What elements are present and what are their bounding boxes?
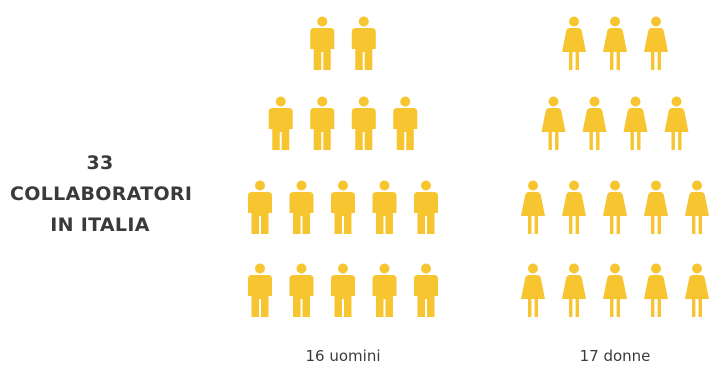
man-icon	[351, 16, 376, 70]
man-icon	[248, 263, 272, 317]
man-icon	[351, 96, 376, 150]
man-icon	[310, 16, 335, 70]
woman-icon	[521, 263, 545, 317]
woman-icon	[685, 263, 709, 317]
woman-icon	[603, 263, 627, 317]
man-icon	[268, 96, 293, 150]
woman-icon	[664, 96, 689, 150]
total-count: 33	[86, 152, 114, 174]
woman-icon	[562, 263, 586, 317]
total-line-collaboratori: COLLABORATORI	[10, 183, 193, 205]
woman-icon	[603, 16, 627, 70]
man-icon	[414, 263, 438, 317]
man-icon	[372, 180, 397, 234]
man-icon	[310, 96, 335, 150]
woman-icon	[541, 96, 566, 150]
total-line-italia: IN ITALIA	[50, 214, 150, 236]
men-caption: 16 uomini	[305, 347, 381, 365]
man-icon	[331, 263, 355, 317]
women-caption: 17 donne	[579, 347, 651, 365]
women-pictogram	[521, 16, 709, 317]
men-pictogram	[248, 16, 438, 317]
man-icon	[331, 180, 355, 234]
woman-icon	[521, 180, 545, 234]
man-icon	[248, 180, 272, 234]
man-icon	[414, 180, 438, 234]
man-icon	[393, 96, 418, 150]
woman-icon	[644, 180, 668, 234]
woman-icon	[562, 16, 586, 70]
woman-icon	[582, 96, 607, 150]
woman-icon	[623, 96, 648, 150]
woman-icon	[562, 180, 586, 234]
woman-icon	[644, 16, 668, 70]
man-icon	[289, 180, 314, 234]
total-collaborators-label: 33 COLLABORATORI IN ITALIA	[10, 148, 193, 241]
woman-icon	[644, 263, 668, 317]
woman-icon	[603, 180, 627, 234]
man-icon	[372, 263, 397, 317]
man-icon	[289, 263, 314, 317]
woman-icon	[685, 180, 709, 234]
